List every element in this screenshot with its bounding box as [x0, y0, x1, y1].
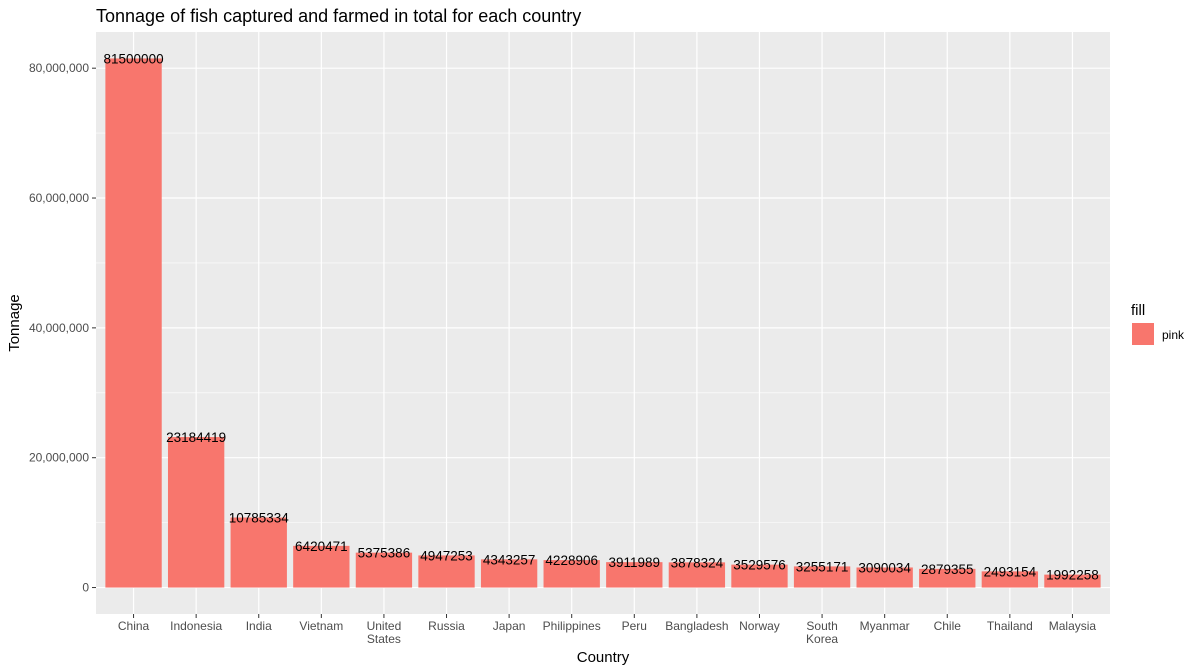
y-axis-title: Tonnage [6, 294, 23, 352]
x-tick-label: Chile [934, 619, 962, 633]
data-label: 3911989 [609, 555, 661, 570]
x-axis: China Indonesia India Vietnam United States Ru… [118, 614, 1097, 646]
y-tick-label: 60,000,000 [29, 191, 89, 205]
y-axis: 0 20,000,000 40,000,000 60,000,000 80,000,00… [29, 61, 96, 595]
x-tick-label: Myanmar [860, 619, 910, 633]
bar-malaysia [1044, 574, 1101, 588]
data-label: 10785334 [229, 511, 290, 526]
x-tick-label: Peru [622, 619, 647, 633]
plot-panel [96, 32, 1110, 614]
legend-key-pink [1132, 323, 1154, 345]
data-label: 5375386 [358, 546, 411, 561]
bar-united-states [355, 552, 413, 588]
bar-thailand [981, 571, 1039, 588]
bar-indonesia [167, 437, 225, 588]
data-label: 6420471 [295, 539, 348, 554]
x-tick-label: Indonesia [170, 619, 222, 633]
x-tick-label: Russia [428, 619, 465, 633]
bar-vietnam [293, 545, 350, 588]
legend-title: fill [1131, 302, 1145, 319]
chart-title: Tonnage of fish captured and farmed in t… [96, 6, 581, 26]
y-tick-label: 20,000,000 [29, 451, 89, 465]
bar-japan [480, 559, 538, 588]
data-label: 2493154 [984, 564, 1037, 579]
x-tick-label: Norway [739, 619, 780, 633]
x-tick-label: South Korea [806, 619, 838, 646]
data-label: 2879355 [921, 562, 974, 577]
data-label: 1992258 [1046, 568, 1099, 583]
data-label: 3090034 [858, 560, 911, 575]
x-tick-label: China [118, 619, 150, 633]
data-label: 4228906 [545, 553, 598, 568]
data-label: 3255171 [796, 559, 849, 574]
legend: fill pink [1131, 302, 1185, 345]
x-tick-label: Japan [493, 619, 526, 633]
x-tick-label: Bangladesh [665, 619, 728, 633]
data-label: 81500000 [104, 51, 164, 66]
bar-chile [919, 568, 976, 588]
bar-india [230, 517, 287, 588]
x-tick-label: Philippines [543, 619, 601, 633]
bars [105, 58, 1101, 588]
data-label: 4947253 [420, 548, 473, 563]
data-label: 23184419 [166, 430, 226, 445]
bar-norway [731, 564, 788, 588]
x-tick-label: Malaysia [1049, 619, 1097, 633]
bar-china [105, 58, 162, 588]
y-tick-label: 80,000,000 [29, 61, 89, 75]
data-label: 3878324 [671, 555, 724, 570]
bar-peru [606, 562, 663, 588]
bar-myanmar [856, 567, 913, 588]
data-labels: 81500000 23184419 10785334 6420471 5375386 49… [104, 51, 1099, 582]
y-tick-label: 40,000,000 [29, 321, 89, 335]
bar-south-korea [793, 566, 851, 588]
x-tick-label: United States [367, 619, 402, 646]
x-axis-title: Country [577, 649, 630, 666]
data-label: 4343257 [483, 552, 536, 567]
y-tick-label: 0 [82, 581, 89, 595]
bar-philippines [543, 560, 600, 588]
legend-label-pink: pink [1162, 328, 1185, 342]
bar-russia [418, 555, 475, 588]
data-label: 3529576 [733, 558, 786, 573]
x-tick-label: Thailand [987, 619, 1033, 633]
x-tick-label: India [246, 619, 272, 633]
bar-bangladesh [668, 562, 726, 588]
x-tick-label: Vietnam [299, 619, 343, 633]
